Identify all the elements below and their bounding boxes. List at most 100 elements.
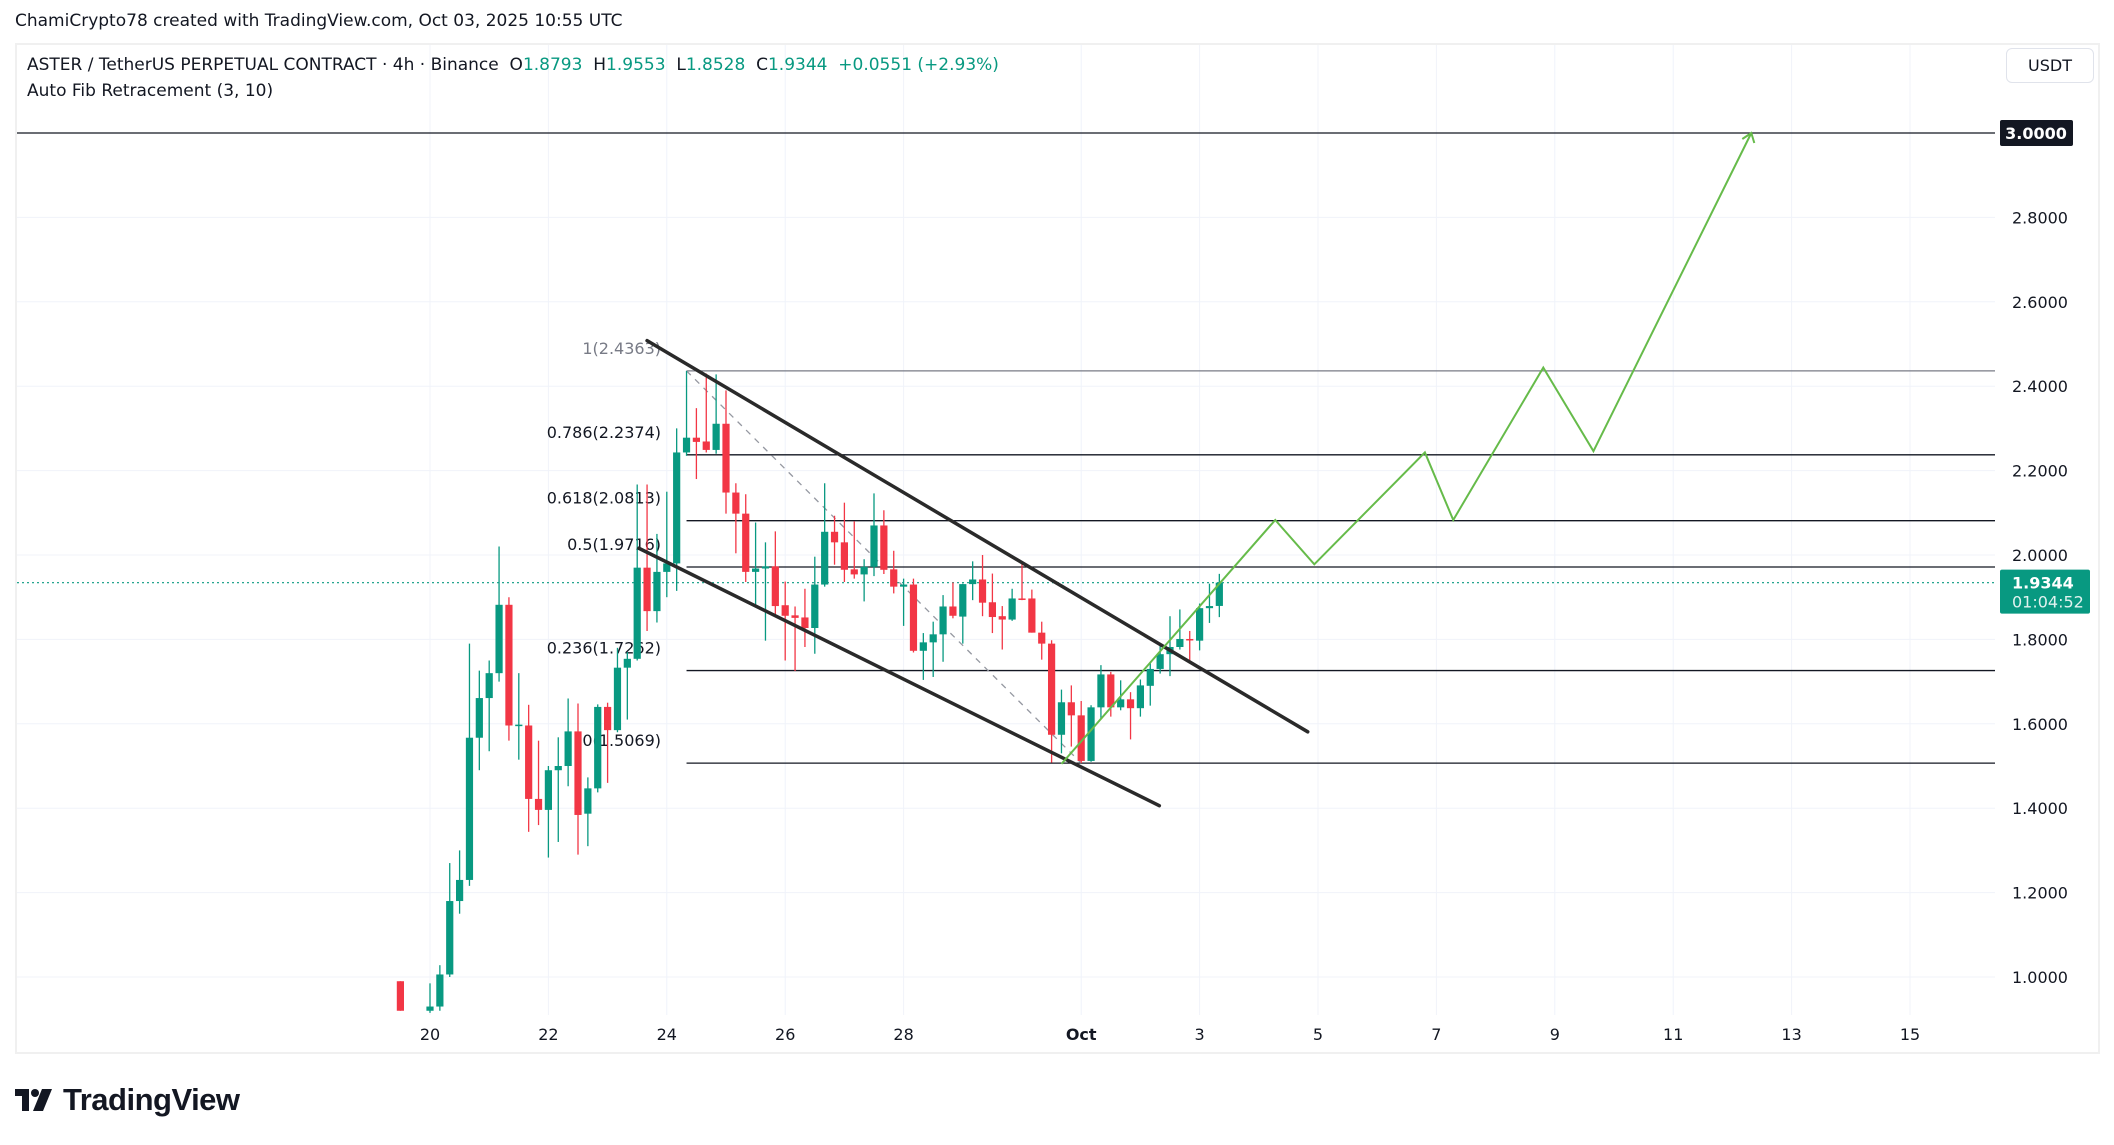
candle-body bbox=[1196, 608, 1204, 641]
tradingview-logo[interactable]: TradingView bbox=[15, 1082, 240, 1118]
candle-body bbox=[485, 673, 493, 699]
candle-body bbox=[1067, 702, 1075, 716]
projection-path bbox=[1060, 132, 1753, 765]
candle-body bbox=[1107, 674, 1115, 708]
candle bbox=[396, 981, 404, 1011]
candle bbox=[1077, 701, 1085, 764]
candle bbox=[900, 578, 908, 626]
candle bbox=[939, 595, 947, 662]
symbol-title[interactable]: ASTER / TetherUS PERPETUAL CONTRACT · 4h… bbox=[27, 55, 499, 75]
candle-body bbox=[978, 579, 987, 603]
candle bbox=[1136, 679, 1144, 717]
symbol-legend-row: ASTER / TetherUS PERPETUAL CONTRACT · 4h… bbox=[27, 52, 999, 78]
candle bbox=[752, 522, 760, 608]
candle-body bbox=[1048, 643, 1056, 735]
candle bbox=[456, 850, 464, 914]
candle-body bbox=[791, 615, 799, 618]
candle bbox=[544, 766, 552, 858]
candle bbox=[604, 702, 612, 783]
indicator-legend[interactable]: Auto Fib Retracement (3, 10) bbox=[27, 81, 274, 101]
candle bbox=[446, 863, 454, 977]
candle bbox=[1166, 616, 1174, 677]
current-price-label: 1.9344 bbox=[2012, 574, 2074, 593]
candle-body bbox=[811, 584, 819, 629]
candle-body bbox=[1018, 598, 1026, 600]
candle bbox=[1067, 685, 1075, 747]
candle-body bbox=[623, 658, 631, 668]
candle bbox=[1126, 692, 1135, 740]
candle-body bbox=[988, 602, 996, 618]
candle bbox=[1186, 630, 1194, 664]
candle-body bbox=[1117, 699, 1125, 708]
axes: 1.0000 1.2000 1.4000 1.6000 1.8000 2.0000 2.20… bbox=[420, 208, 2068, 1044]
candle-body bbox=[495, 604, 503, 674]
candle-body bbox=[564, 731, 572, 766]
time-tick-label: 20 bbox=[420, 1025, 440, 1044]
time-tick-label: 26 bbox=[775, 1025, 795, 1044]
candle bbox=[465, 643, 474, 886]
current-price-badge bbox=[2000, 569, 2090, 614]
channel-lower-line bbox=[637, 546, 1162, 808]
candle bbox=[426, 983, 434, 1013]
plot-area: 1(2.4363)0.786(2.2374)0.618(2.0813)0.5(1… bbox=[17, 131, 1995, 1013]
candle bbox=[712, 374, 720, 454]
candle bbox=[584, 777, 592, 847]
candle-body bbox=[1126, 699, 1135, 709]
candle-body bbox=[436, 974, 444, 1007]
candle bbox=[515, 673, 523, 760]
price-tick-label: 1.0000 bbox=[2012, 968, 2068, 987]
candle-body bbox=[949, 606, 957, 616]
candle-body bbox=[880, 525, 888, 570]
candle bbox=[860, 559, 868, 602]
bar-countdown-label: 01:04:52 bbox=[2012, 593, 2084, 612]
candle-body bbox=[426, 1006, 434, 1011]
candle bbox=[969, 561, 977, 601]
open-value: 1.8793 bbox=[522, 55, 583, 75]
candle bbox=[554, 737, 562, 842]
price-tick-label: 1.4000 bbox=[2012, 799, 2068, 818]
time-tick-label: Oct bbox=[1066, 1025, 1097, 1044]
candle bbox=[801, 588, 809, 647]
candle bbox=[1008, 588, 1016, 621]
candle bbox=[485, 660, 493, 752]
candle-body bbox=[998, 616, 1006, 620]
candle bbox=[959, 583, 967, 644]
grid bbox=[17, 45, 1995, 1015]
target-price-label: 3.0000 bbox=[2005, 124, 2067, 143]
candle-body bbox=[712, 423, 720, 450]
candle-body bbox=[663, 563, 671, 572]
candle bbox=[830, 515, 839, 565]
candle-body bbox=[574, 731, 582, 815]
candle bbox=[1107, 671, 1115, 717]
candle bbox=[840, 502, 848, 583]
candle-body bbox=[732, 492, 740, 514]
time-tick-label: 3 bbox=[1195, 1025, 1205, 1044]
fib-level-label: 1(2.4363) bbox=[582, 339, 661, 358]
candle-body bbox=[643, 567, 651, 612]
candle-body bbox=[1008, 598, 1016, 620]
candle bbox=[653, 533, 661, 623]
fib-level-label: 0.618(2.0813) bbox=[547, 489, 661, 508]
candle-body bbox=[1028, 598, 1036, 633]
candle-body bbox=[673, 452, 681, 564]
high-label: H bbox=[593, 55, 607, 75]
candle-body bbox=[633, 567, 641, 659]
price-tick-label: 1.6000 bbox=[2012, 715, 2068, 734]
candle bbox=[475, 670, 483, 771]
change-value: +0.0551 (+2.93%) bbox=[838, 55, 999, 75]
tradingview-logo-text: TradingView bbox=[63, 1082, 240, 1117]
candle-body bbox=[594, 706, 602, 789]
candle-body bbox=[534, 798, 543, 810]
low-value: 1.8528 bbox=[685, 55, 746, 75]
candle bbox=[821, 483, 829, 587]
candle bbox=[998, 606, 1006, 650]
candle bbox=[771, 531, 779, 616]
candle-body bbox=[890, 569, 898, 587]
currency-button[interactable]: USDT bbox=[2006, 48, 2094, 83]
candle-body bbox=[554, 766, 562, 771]
candle bbox=[1087, 705, 1095, 762]
candle bbox=[1038, 621, 1046, 660]
candle bbox=[1057, 689, 1066, 754]
candle bbox=[643, 484, 651, 631]
